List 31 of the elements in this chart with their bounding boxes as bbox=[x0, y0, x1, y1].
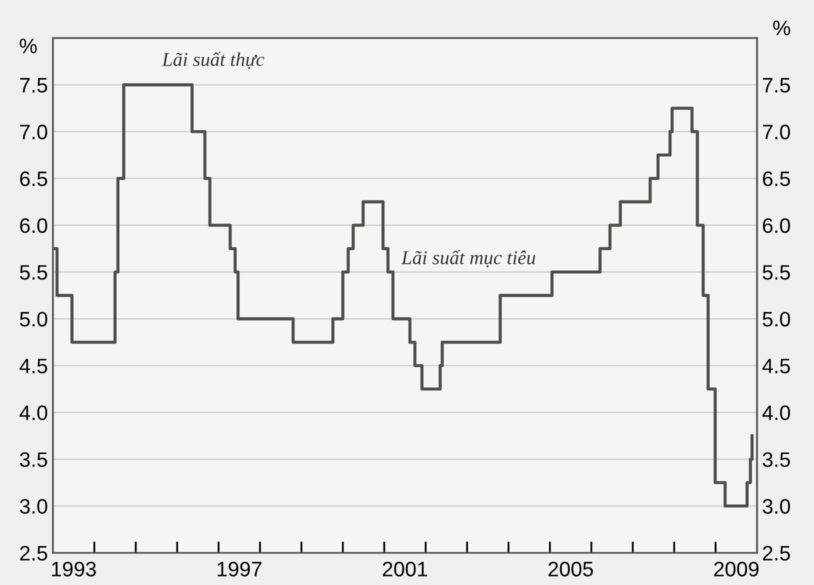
y2-tick-label: 5.5 bbox=[762, 265, 790, 280]
x-tick-label: 2001 bbox=[382, 562, 428, 576]
x-tick-label: 2005 bbox=[548, 562, 593, 576]
y2-tick-label: 7.5 bbox=[762, 78, 790, 93]
y-tick-label: 5.5 bbox=[20, 265, 48, 280]
y-tick-label: 4.5 bbox=[20, 358, 48, 374]
y2-tick-label: 3.0 bbox=[762, 499, 790, 514]
y2-tick-label: 2.5 bbox=[762, 546, 790, 561]
y2-tick-label: 4.0 bbox=[762, 405, 790, 420]
y-tick-label: 6.0 bbox=[20, 218, 48, 233]
y2-axis-title: % bbox=[773, 20, 790, 36]
annotation: Lãi suất thực bbox=[162, 52, 264, 70]
y-tick-label: 6.5 bbox=[20, 171, 48, 186]
y2-tick-label: 6.0 bbox=[762, 218, 790, 233]
annotation: Lãi suất mục tiêu bbox=[401, 250, 536, 268]
y-tick-label: 3.5 bbox=[20, 452, 48, 467]
y2-tick-label: 3.5 bbox=[762, 452, 790, 467]
x-tick-label: 2009 bbox=[714, 562, 758, 576]
x-tick-label: 1997 bbox=[218, 562, 262, 576]
y-tick-label: 2.5 bbox=[20, 546, 48, 561]
y-tick-label: 3.0 bbox=[20, 499, 48, 514]
y-tick-label: 5.0 bbox=[20, 312, 48, 327]
y-axis-title: % bbox=[20, 38, 37, 54]
x-tick-label: 1993 bbox=[52, 562, 96, 576]
y-tick-label: 7.0 bbox=[20, 124, 48, 140]
y2-tick-label: 6.5 bbox=[762, 171, 790, 186]
y2-tick-label: 5.0 bbox=[762, 312, 790, 327]
y2-tick-label: 4.5 bbox=[762, 358, 790, 374]
y-tick-label: 7.5 bbox=[20, 78, 48, 93]
y2-tick-label: 7.0 bbox=[762, 124, 790, 140]
y-tick-label: 4.0 bbox=[20, 405, 48, 420]
